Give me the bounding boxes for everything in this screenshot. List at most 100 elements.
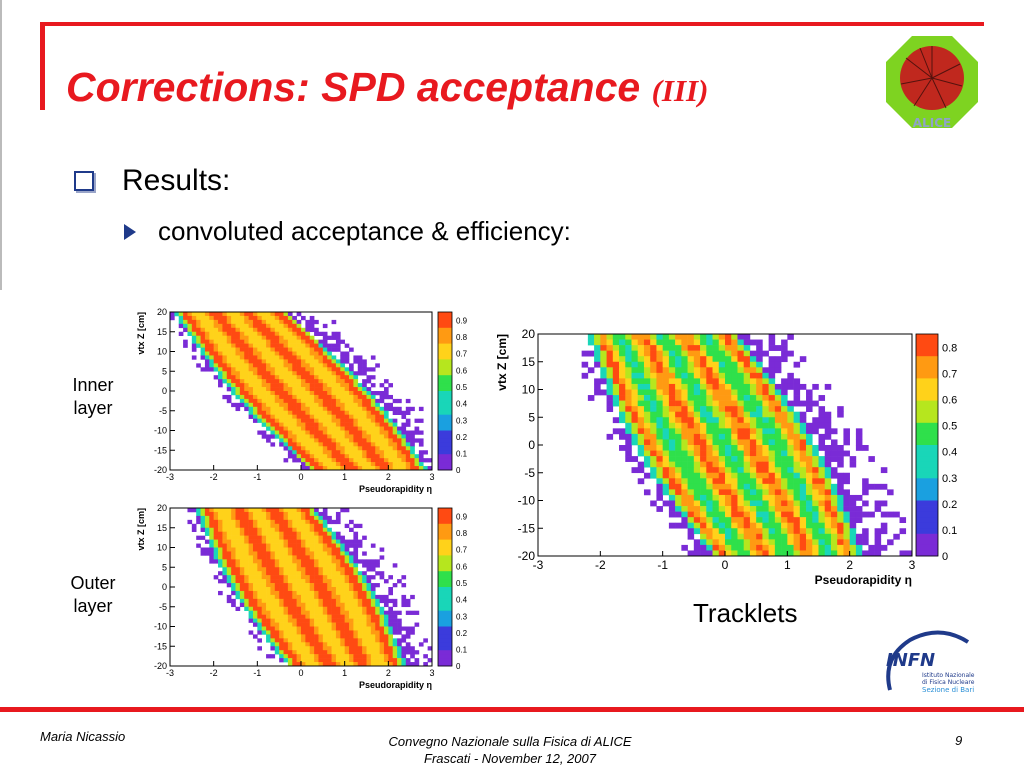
heatmap-cell [209, 331, 214, 336]
heatmap-cell [756, 345, 763, 351]
heatmap-cell [787, 445, 794, 451]
heatmap-cell [340, 575, 345, 580]
heatmap-cell [283, 379, 289, 384]
heatmap-cell [266, 508, 271, 513]
heatmap-cell [231, 319, 236, 325]
heatmap-cell [327, 551, 332, 556]
colorbar-tick-label: 0.1 [942, 525, 957, 537]
heatmap-cell [239, 375, 245, 380]
colorbar-segment [916, 500, 938, 507]
heatmap-cell [270, 355, 276, 360]
heatmap-cell [305, 535, 311, 540]
heatmap-cell [650, 383, 657, 390]
heatmap-cell [340, 394, 345, 400]
heatmap-cell [594, 356, 601, 363]
heatmap-cell [366, 610, 372, 615]
heatmap-cell [314, 622, 319, 627]
heatmap-cell [830, 456, 838, 462]
heatmap-cell [279, 414, 284, 419]
heatmap-cell [843, 500, 850, 507]
heatmap-cell [799, 517, 807, 523]
heatmap-cell [687, 406, 695, 412]
heatmap-cell [410, 626, 415, 631]
heatmap-cell [226, 331, 232, 336]
heatmap-cell [693, 417, 701, 424]
heatmap-cell [768, 528, 776, 535]
heatmap-cell [305, 555, 311, 560]
heatmap-cell [656, 372, 663, 379]
heatmap-cell [287, 515, 293, 521]
heatmap-cell [643, 456, 651, 462]
heatmap-cell [296, 442, 302, 447]
heatmap-cell [261, 535, 267, 540]
heatmap-cell [213, 559, 219, 564]
heatmap-cell [606, 361, 614, 368]
heatmap-cell [301, 450, 306, 455]
heatmap-cell [774, 450, 782, 457]
heatmap-cell [309, 355, 315, 360]
heatmap-cell [340, 430, 345, 435]
heatmap-cell [830, 539, 838, 546]
heatmap-cell [344, 658, 350, 663]
heatmap-cell [287, 454, 293, 459]
heatmap-cell [305, 430, 311, 435]
heatmap-cell [405, 650, 411, 655]
heatmap-cell [781, 517, 788, 523]
heatmap-cell [226, 563, 232, 568]
heatmap-cell [631, 400, 639, 407]
heatmap-cell [731, 345, 738, 351]
heatmap-cell [266, 630, 271, 635]
heatmap-cell [743, 383, 751, 390]
heatmap-cell [322, 587, 328, 592]
heatmap-cell [283, 327, 289, 333]
heatmap-cell [344, 418, 350, 423]
heatmap-cell [257, 331, 262, 336]
heatmap-cell [818, 544, 826, 551]
heatmap-cell [305, 466, 311, 471]
heatmap-cell [244, 519, 249, 525]
heatmap-cell [414, 454, 420, 459]
heatmap-cell [344, 662, 350, 667]
heatmap-cell [235, 355, 241, 360]
heatmap-cell [318, 630, 324, 635]
heatmap-cell [218, 331, 223, 336]
heatmap-cell [340, 598, 345, 604]
heatmap-cell [749, 544, 757, 551]
colorbar-tick-label: 0.1 [456, 646, 468, 655]
heatmap-cell [309, 410, 315, 415]
heatmap-cell [226, 343, 232, 348]
heatmap-cell [643, 350, 651, 357]
heatmap-cell [318, 527, 324, 532]
heatmap-cell [606, 406, 614, 412]
heatmap-cell [824, 467, 832, 474]
heatmap-cell [314, 398, 319, 404]
heatmap-cell [681, 478, 688, 485]
heatmap-cell [706, 356, 713, 363]
heatmap-cell [287, 446, 293, 451]
heatmap-cell [383, 422, 389, 427]
heatmap-cell [322, 662, 328, 667]
heatmap-cell [737, 489, 744, 496]
heatmap-cell [231, 402, 236, 408]
heatmap-cell [619, 445, 626, 451]
heatmap-cell [314, 422, 319, 427]
heatmap-cell [309, 650, 315, 655]
heatmap-cell [331, 650, 337, 655]
heatmap-cell [231, 383, 236, 388]
heatmap-cell [681, 406, 688, 412]
heatmap-cell [314, 598, 319, 604]
heatmap-cell [274, 418, 280, 423]
heatmap-cell [287, 559, 293, 564]
heatmap-cell [331, 630, 337, 635]
heatmap-cell [213, 339, 219, 344]
heatmap-cell [353, 422, 359, 427]
heatmap-cell [244, 331, 249, 336]
heatmap-cell [668, 422, 676, 429]
heatmap-cell [427, 658, 433, 663]
heatmap-cell [283, 543, 289, 548]
heatmap-cell [191, 347, 197, 352]
heatmap-cell [668, 372, 676, 379]
heatmap-cell [806, 428, 813, 435]
heatmap-cell [643, 461, 651, 468]
heatmap-cell [837, 539, 844, 546]
